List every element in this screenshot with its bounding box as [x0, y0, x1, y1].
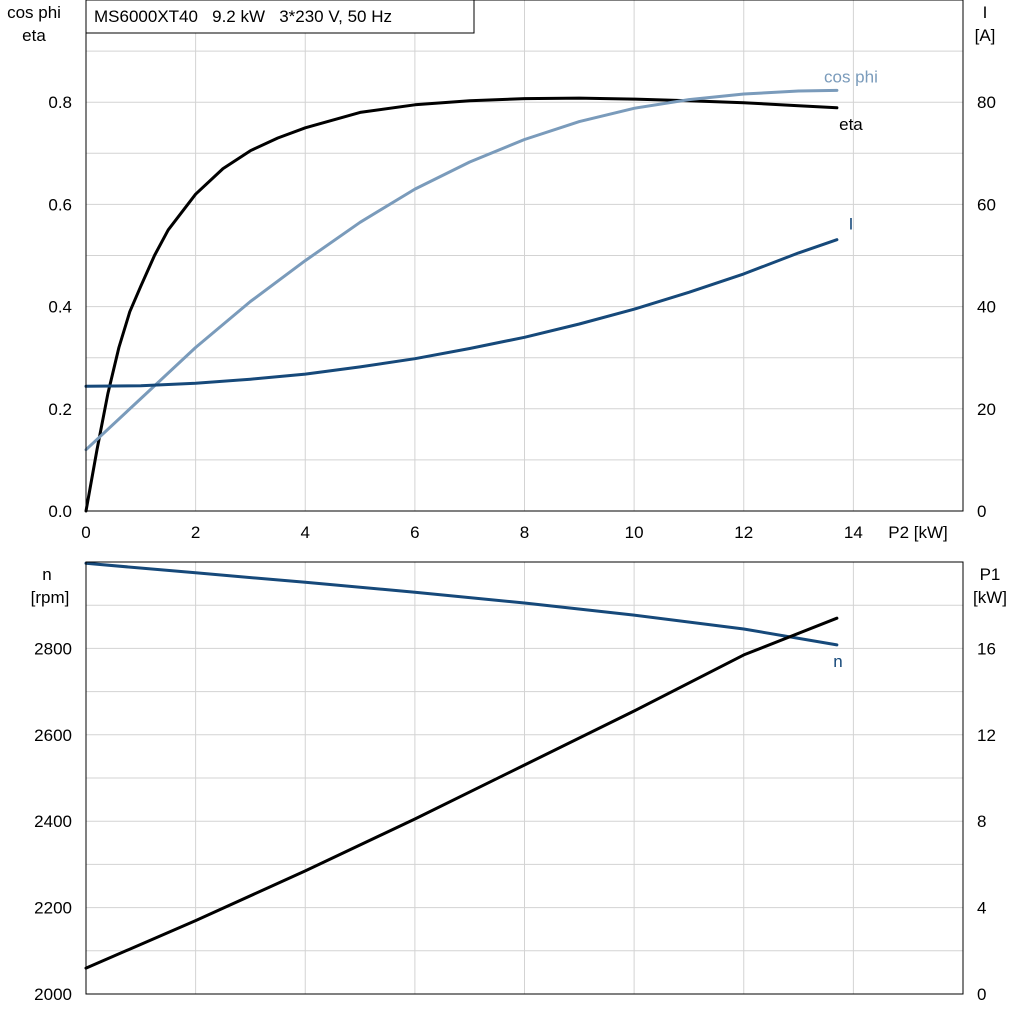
top-right-tick-label: 40 [977, 298, 996, 317]
top-left-tick-label: 0.2 [48, 400, 72, 419]
top-right-tick-label: 0 [977, 502, 986, 521]
top-x-tick-label: 14 [844, 523, 863, 542]
bottom-panel: n 2000 2200 2400 2600 2800 0 4 8 12 16 n [rpm] P1… [31, 561, 1007, 1004]
top-panel: eta cos phi I 0.0 0.2 0.4 0.6 0.8 0 20 40 60 80 0 2 4 6… [7, 0, 996, 542]
title-box-text: MS6000XT40 9.2 kW 3*230 V, 50 Hz [94, 7, 392, 26]
top-left-tick-label: 0.6 [48, 195, 72, 214]
bottom-right-tick-label: 0 [977, 985, 986, 1004]
title-box: MS6000XT40 9.2 kW 3*230 V, 50 Hz [85, 0, 475, 34]
top-x-tick-label: 8 [520, 523, 529, 542]
top-right-tick-label: 80 [977, 93, 996, 112]
top-series-label-i: I [849, 215, 854, 234]
top-x-tick-label: 12 [734, 523, 753, 542]
bottom-left-tick-label: 2400 [34, 812, 72, 831]
top-grid [86, 0, 963, 511]
top-series-label-cos-phi: cos phi [824, 67, 878, 86]
top-x-tick-label: 2 [191, 523, 200, 542]
bottom-left-tick-label: 2800 [34, 639, 72, 658]
top-right-axis-label-line1: I [983, 3, 988, 22]
bottom-left-axis-label-line2: [rpm] [31, 588, 70, 607]
top-x-tick-label: 6 [410, 523, 419, 542]
top-series-cos-phi-line [84, 88, 839, 452]
top-right-tick-label: 20 [977, 400, 996, 419]
top-left-tick-label: 0.8 [48, 93, 72, 112]
top-series-label-eta: eta [839, 115, 863, 134]
top-series-i-line [84, 238, 839, 388]
top-left-tick-label: 0.4 [48, 298, 72, 317]
bottom-tick-labels: 2000 2200 2400 2600 2800 0 4 8 12 16 [34, 639, 996, 1004]
bottom-left-tick-label: 2600 [34, 726, 72, 745]
bottom-series-p1-line [84, 616, 839, 970]
bottom-series-label-n: n [833, 652, 842, 671]
bottom-right-axis-label-line2: [kW] [973, 588, 1007, 607]
top-plot-frame [85, 0, 964, 512]
top-left-axis-label-line1: cos phi [7, 3, 61, 22]
top-tick-labels: 0.0 0.2 0.4 0.6 0.8 0 20 40 60 80 0 2 4 6 8 10 12 14 [48, 93, 996, 542]
bottom-right-tick-label: 4 [977, 899, 986, 918]
bottom-series-n-line [84, 561, 839, 647]
top-left-tick-label: 0.0 [48, 502, 72, 521]
top-x-tick-label: 10 [625, 523, 644, 542]
bottom-plot-frame [85, 561, 964, 995]
bottom-left-axis-label-line1: n [42, 565, 51, 584]
top-x-tick-label: 4 [301, 523, 310, 542]
top-left-axis-label-line2: eta [22, 26, 46, 45]
bottom-left-tick-label: 2000 [34, 985, 72, 1004]
bottom-right-axis-label-line1: P1 [980, 565, 1001, 584]
top-series-eta-line [84, 96, 839, 513]
top-x-axis-label: P2 [kW] [888, 523, 948, 542]
top-right-axis-label-line2: [A] [975, 26, 996, 45]
bottom-left-tick-label: 2200 [34, 899, 72, 918]
top-x-tick-label: 0 [81, 523, 90, 542]
top-curves: eta cos phi I [84, 67, 878, 513]
bottom-right-tick-label: 16 [977, 639, 996, 658]
bottom-right-tick-label: 8 [977, 812, 986, 831]
bottom-grid [86, 562, 963, 994]
top-right-tick-label: 60 [977, 195, 996, 214]
bottom-right-tick-label: 12 [977, 726, 996, 745]
bottom-curves: n [84, 561, 843, 970]
